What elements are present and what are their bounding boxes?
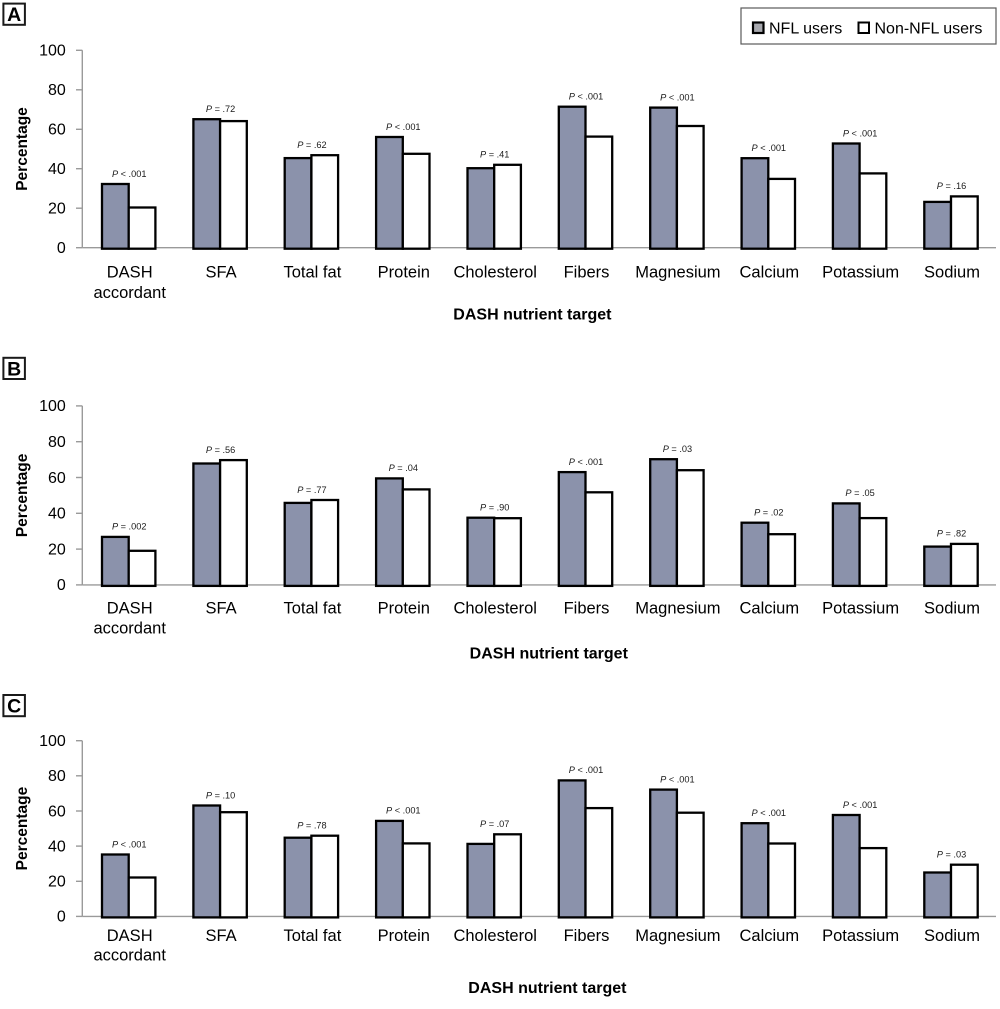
svg-text:Sodium: Sodium: [924, 600, 980, 618]
svg-text:SFA: SFA: [206, 600, 237, 618]
svg-text:40: 40: [48, 506, 66, 523]
svg-text:0: 0: [57, 240, 66, 257]
svg-text:P = .10: P = .10: [206, 790, 235, 800]
svg-text:Total fat: Total fat: [284, 600, 342, 618]
svg-text:Sodium: Sodium: [924, 927, 980, 945]
svg-text:P < .001: P < .001: [386, 806, 421, 816]
svg-text:P = .72: P = .72: [206, 104, 235, 114]
svg-text:P = .02: P = .02: [754, 508, 783, 518]
svg-text:P = .78: P = .78: [297, 821, 326, 831]
svg-text:DASH: DASH: [107, 600, 153, 618]
svg-text:0: 0: [57, 909, 66, 926]
svg-text:P = .05: P = .05: [845, 488, 874, 498]
svg-text:P = .03: P = .03: [937, 850, 966, 860]
svg-text:P < .001: P < .001: [843, 128, 878, 138]
svg-text:P < .001: P < .001: [386, 122, 421, 132]
svg-text:20: 20: [48, 201, 66, 218]
svg-text:DASH nutrient target: DASH nutrient target: [468, 980, 627, 997]
svg-text:P < .001: P < .001: [752, 143, 787, 153]
svg-text:Magnesium: Magnesium: [635, 927, 720, 945]
svg-text:Potassium: Potassium: [822, 927, 899, 945]
svg-text:P = .82: P = .82: [937, 529, 966, 539]
svg-text:40: 40: [48, 161, 66, 178]
svg-text:P = .16: P = .16: [937, 181, 966, 191]
svg-text:Potassium: Potassium: [822, 600, 899, 618]
svg-text:P < .001: P < .001: [112, 839, 147, 849]
svg-text:DASH: DASH: [107, 927, 153, 945]
svg-text:P = .04: P = .04: [389, 463, 418, 473]
svg-text:80: 80: [48, 82, 66, 99]
svg-text:Protein: Protein: [378, 263, 430, 281]
svg-text:P < .001: P < .001: [569, 92, 604, 102]
svg-text:Calcium: Calcium: [739, 927, 799, 945]
svg-text:B: B: [7, 358, 21, 380]
svg-text:80: 80: [48, 434, 66, 451]
svg-text:DASH nutrient target: DASH nutrient target: [470, 646, 629, 663]
svg-text:40: 40: [48, 838, 66, 855]
svg-text:accordant: accordant: [93, 619, 166, 637]
svg-text:NFL users: NFL users: [769, 21, 842, 38]
svg-text:Sodium: Sodium: [924, 263, 980, 281]
svg-text:P < .001: P < .001: [843, 800, 878, 810]
svg-text:P < .001: P < .001: [112, 169, 147, 179]
svg-text:P = .62: P = .62: [297, 140, 326, 150]
svg-text:Percentage: Percentage: [14, 107, 31, 191]
svg-text:100: 100: [39, 733, 66, 750]
svg-text:accordant: accordant: [93, 947, 166, 965]
svg-text:P < .001: P < .001: [752, 808, 787, 818]
svg-text:SFA: SFA: [206, 927, 237, 945]
svg-text:Calcium: Calcium: [739, 600, 799, 618]
svg-text:P = .90: P = .90: [480, 503, 509, 513]
svg-text:60: 60: [48, 803, 66, 820]
svg-text:Protein: Protein: [378, 600, 430, 618]
svg-text:Percentage: Percentage: [14, 786, 31, 870]
svg-text:80: 80: [48, 768, 66, 785]
svg-text:0: 0: [57, 577, 66, 594]
svg-text:Magnesium: Magnesium: [635, 263, 720, 281]
svg-text:Fibers: Fibers: [564, 600, 610, 618]
svg-text:DASH nutrient target: DASH nutrient target: [453, 307, 612, 324]
svg-text:Calcium: Calcium: [739, 263, 799, 281]
svg-text:Fibers: Fibers: [564, 927, 610, 945]
svg-text:Magnesium: Magnesium: [635, 600, 720, 618]
svg-text:accordant: accordant: [93, 284, 166, 302]
svg-text:100: 100: [39, 398, 66, 415]
svg-text:Total fat: Total fat: [284, 927, 342, 945]
svg-text:P = .07: P = .07: [480, 819, 509, 829]
svg-text:P = .77: P = .77: [297, 485, 326, 495]
svg-text:SFA: SFA: [206, 263, 237, 281]
svg-text:P < .001: P < .001: [660, 92, 695, 102]
svg-text:60: 60: [48, 122, 66, 139]
svg-text:Total fat: Total fat: [284, 263, 342, 281]
svg-text:Protein: Protein: [378, 927, 430, 945]
svg-text:P = .002: P = .002: [112, 522, 147, 532]
svg-text:P < .001: P < .001: [660, 774, 695, 784]
svg-text:P = .41: P = .41: [480, 150, 509, 160]
svg-text:20: 20: [48, 874, 66, 891]
svg-text:P = .03: P = .03: [663, 444, 692, 454]
svg-text:Cholesterol: Cholesterol: [453, 927, 536, 945]
svg-text:60: 60: [48, 470, 66, 487]
svg-text:Percentage: Percentage: [14, 453, 31, 537]
svg-text:Non-NFL users: Non-NFL users: [875, 21, 983, 38]
svg-text:Cholesterol: Cholesterol: [453, 263, 536, 281]
svg-text:Fibers: Fibers: [564, 263, 610, 281]
svg-text:P < .001: P < .001: [569, 765, 604, 775]
svg-text:100: 100: [39, 43, 66, 60]
svg-text:Potassium: Potassium: [822, 263, 899, 281]
svg-text:DASH: DASH: [107, 263, 153, 281]
svg-text:A: A: [7, 4, 21, 26]
svg-text:20: 20: [48, 541, 66, 558]
svg-text:Cholesterol: Cholesterol: [453, 600, 536, 618]
svg-text:P = .56: P = .56: [206, 445, 235, 455]
svg-text:C: C: [7, 696, 21, 718]
svg-text:P < .001: P < .001: [569, 457, 604, 467]
